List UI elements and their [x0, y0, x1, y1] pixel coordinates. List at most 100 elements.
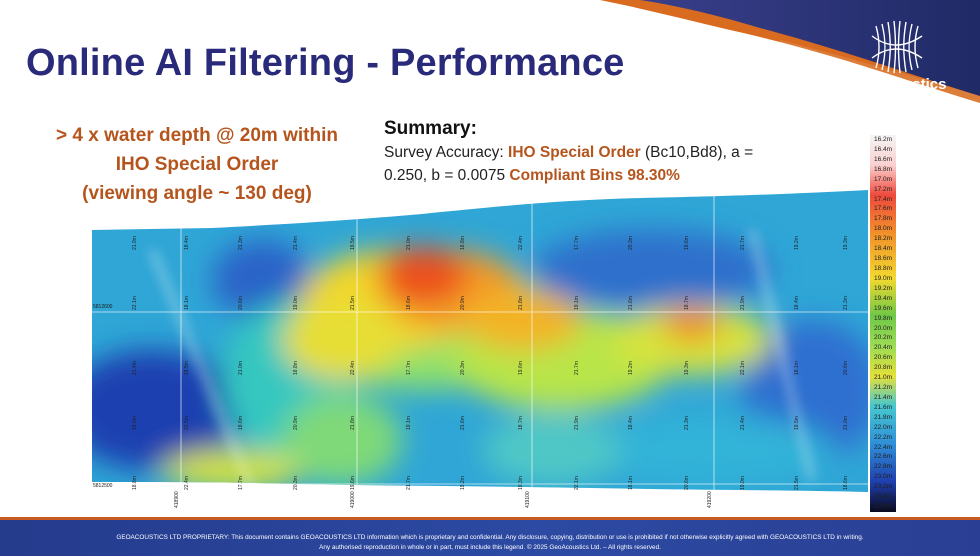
depth-sounding-label: 19.3m [684, 361, 690, 375]
depth-sounding-label: 18.8m [460, 236, 466, 250]
depth-sounding-label: 19.2m [628, 361, 634, 375]
depth-sounding-label: 17.7m [574, 236, 580, 250]
grid-x-label-1: 418900 [174, 491, 180, 508]
footer: GEOACOUSTICS LTD PROPRIETARY: This docum… [0, 517, 980, 556]
depth-sounding-label: 18.7m [684, 296, 690, 310]
depth-sounding-label: 20.6m [238, 296, 244, 310]
depth-sounding-label: 18.6m [238, 416, 244, 430]
colorbar-label: 16.2m [873, 136, 893, 143]
colorbar-label: 18.6m [873, 255, 893, 263]
depth-sounding-label: 20.6m [843, 361, 849, 375]
colorbar-label: 22.0m [873, 423, 893, 431]
summary-order: IHO Special Order [508, 144, 641, 161]
depth-sounding-label: 19.1m [574, 296, 580, 310]
depth-sounding-label: 22.4m [518, 236, 524, 250]
colorbar-label: 17.0m [873, 175, 893, 183]
geoacoustics-logo: GeoAcoustics [836, 18, 956, 98]
colorbar-label: 22.6m [873, 453, 893, 461]
summary-compliance: Compliant Bins 98.30% [509, 167, 680, 184]
depth-sounding-label: 21.0m [843, 416, 849, 430]
colorbar-label: 17.4m [873, 195, 893, 203]
colorbar-label: 22.2m [873, 433, 893, 441]
water-depth-note: > 4 x water depth @ 20m within IHO Speci… [14, 121, 380, 208]
summary-params-2: 0.250, b = 0.0075 [384, 167, 510, 184]
colorbar-label: 19.4m [873, 294, 893, 302]
depth-sounding-label: 19.0m [132, 416, 138, 430]
depth-sounding-label: 19.3m [843, 236, 849, 250]
depth-sounding-label: 21.8m [518, 296, 524, 310]
grid-x-label-3: 419100 [525, 491, 531, 508]
colorbar-label: 16.8m [873, 165, 893, 173]
depth-sounding-label: 19.5m [350, 236, 356, 250]
depth-sounding-label: 21.9m [574, 416, 580, 430]
depth-sounding-label: 22.1m [740, 361, 746, 375]
colorbar-label: 20.4m [873, 344, 893, 352]
depth-sounding-label: 17.7m [406, 361, 412, 375]
depth-sounding-label: 18.4m [628, 416, 634, 430]
depth-sounding-label: 19.3m [518, 476, 524, 490]
footer-legal-line-2: Any authorised reproduction in whole or … [319, 544, 661, 551]
depth-sounding-label: 21.7m [406, 476, 412, 490]
depth-sounding-label: 19.2m [460, 476, 466, 490]
summary-params-1: (Bc10,Bd8), a = [640, 144, 754, 161]
colorbar-label: 19.2m [873, 284, 893, 292]
colorbar-label: 16.4m [873, 145, 893, 153]
colorbar-label: 23.0m [873, 473, 893, 481]
depth-sounding-label: 19.0m [293, 296, 299, 310]
depth-sounding-label: 19.5m [184, 361, 190, 375]
colorbar-label: 18.4m [873, 245, 893, 253]
colorbar-label: 23.6m [873, 503, 893, 511]
depth-sounding-label: 22.1m [132, 296, 138, 310]
depth-sounding-label: 19.2m [794, 236, 800, 250]
depth-sounding-label: 21.5m [350, 296, 356, 310]
depth-sounding-label: 20.9m [460, 296, 466, 310]
grid-y-label: 5812600 [93, 304, 113, 310]
logo-wave-icon [871, 20, 923, 74]
depth-sounding-label: 22.4m [350, 361, 356, 375]
colorbar-gradient [870, 135, 896, 512]
depth-sounding-label: 21.9m [740, 296, 746, 310]
depth-sounding-label: 21.0m [406, 236, 412, 250]
depth-sounding-label: 18.1m [628, 476, 634, 490]
depth-sounding-label: 18.8m [132, 476, 138, 490]
note-line-1: > 4 x water depth @ 20m within [56, 125, 338, 146]
depth-sounding-label: 19.1m [406, 416, 412, 430]
depth-sounding-label: 18.1m [794, 361, 800, 375]
depth-sounding-label: 18.7m [518, 416, 524, 430]
colorbar-label: 21.0m [873, 374, 893, 382]
bathymetry-map: 5812600 5812500 418900 419000 419100 419… [92, 190, 868, 510]
brand-name: GeoAcoustics [845, 76, 947, 93]
depth-sounding-label: 21.6m [628, 296, 634, 310]
depth-sounding-label: 21.3m [238, 236, 244, 250]
colorbar-label: 23.4m [873, 493, 893, 501]
colorbar-label: 17.8m [873, 215, 893, 223]
colorbar-label: 22.8m [873, 463, 893, 471]
depth-sounding-label: 21.5m [184, 416, 190, 430]
grid-y-label-bottom: 5812500 [93, 483, 113, 489]
depth-sounding-label: 19.6m [518, 361, 524, 375]
depth-sounding-label: 21.7m [740, 236, 746, 250]
colorbar-label: 21.4m [873, 393, 893, 401]
depth-sounding-label: 21.4m [132, 361, 138, 375]
depth-sounding-label: 21.0m [238, 361, 244, 375]
note-line-3: (viewing angle ~ 130 deg) [82, 183, 312, 204]
colorbar-label: 19.0m [873, 274, 893, 282]
depth-sounding-label: 18.8m [293, 361, 299, 375]
colorbar-label: 20.0m [873, 324, 893, 332]
summary-prefix: Survey Accuracy: [384, 144, 509, 161]
depth-colorbar: 16.2m 16.4m 16.6m 16.8m 17.0m 17.2m 17.4m 17.6m… [870, 135, 896, 512]
depth-sounding-label: 18.6m [406, 296, 412, 310]
colorbar-label: 20.2m [873, 334, 893, 342]
colorbar-label: 18.2m [873, 235, 893, 243]
depth-sounding-label: 18.1m [184, 296, 190, 310]
depth-sounding-label: 21.4m [293, 236, 299, 250]
depth-sounding-label: 18.4m [184, 236, 190, 250]
summary-block: Summary: Survey Accuracy: IHO Special Or… [384, 117, 854, 187]
depth-sounding-label: 21.9m [132, 236, 138, 250]
depth-sounding-label: 18.4m [794, 296, 800, 310]
depth-sounding-label: 21.7m [574, 361, 580, 375]
depth-sounding-label: 20.3m [628, 236, 634, 250]
colorbar-label: 21.2m [873, 384, 893, 392]
depth-sounding-label: 19.6m [350, 476, 356, 490]
